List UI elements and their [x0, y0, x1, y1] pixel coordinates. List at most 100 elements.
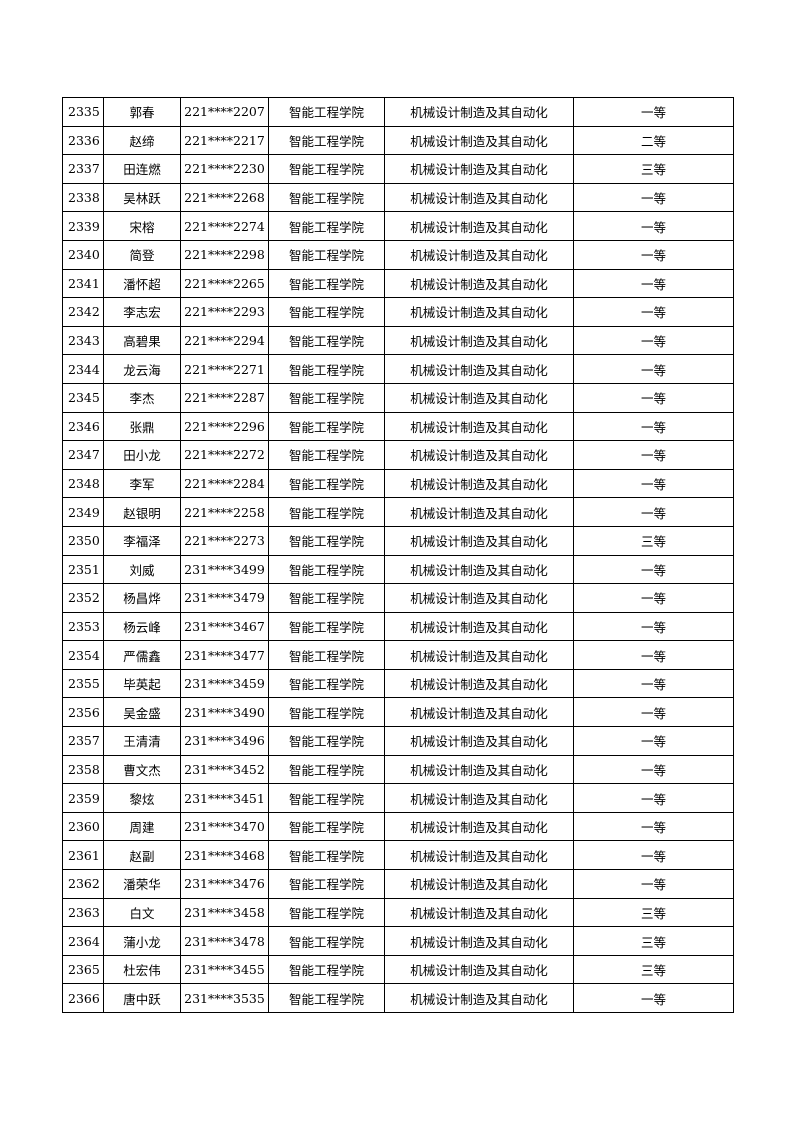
table-row: 2354 严儒鑫 231****3477 智能工程学院 机械设计制造及其自动化 一等	[62, 640, 734, 670]
table-row: 2341 潘怀超 221****2265 智能工程学院 机械设计制造及其自动化 一等	[62, 268, 734, 299]
college-cell: 智能工程学院	[268, 897, 385, 928]
major-cell: 机械设计制造及其自动化	[384, 554, 574, 585]
student-id-cell: 221****2268	[180, 182, 269, 213]
college-cell: 智能工程学院	[268, 497, 385, 527]
student-id-cell: 221****2258	[180, 497, 269, 527]
table-row: 2338 吴林跃 221****2268 智能工程学院 机械设计制造及其自动化 一等	[62, 182, 734, 213]
college-cell: 智能工程学院	[268, 440, 385, 470]
grade-cell: 一等	[573, 440, 734, 470]
seq-cell: 2357	[62, 726, 104, 756]
college-cell: 智能工程学院	[268, 211, 385, 241]
student-id-cell: 231****3459	[180, 668, 269, 699]
seq-cell: 2346	[62, 411, 104, 442]
seq-cell: 2341	[62, 268, 104, 299]
grade-cell: 一等	[573, 354, 734, 384]
grade-cell: 一等	[573, 697, 734, 728]
major-cell: 机械设计制造及其自动化	[384, 811, 574, 842]
major-cell: 机械设计制造及其自动化	[384, 954, 574, 985]
student-id-cell: 231****3476	[180, 869, 269, 899]
college-cell: 智能工程学院	[268, 983, 385, 1013]
grade-cell: 一等	[573, 811, 734, 842]
major-cell: 机械设计制造及其自动化	[384, 783, 574, 813]
table-row: 2343 高碧果 221****2294 智能工程学院 机械设计制造及其自动化 一等	[62, 325, 734, 356]
college-cell: 智能工程学院	[268, 97, 385, 127]
table-row: 2361 赵副 231****3468 智能工程学院 机械设计制造及其自动化 一等	[62, 840, 734, 871]
major-cell: 机械设计制造及其自动化	[384, 611, 574, 642]
seq-cell: 2340	[62, 239, 104, 270]
student-id-cell: 221****2294	[180, 325, 269, 356]
seq-cell: 2350	[62, 525, 104, 556]
college-cell: 智能工程学院	[268, 468, 385, 499]
name-cell: 高碧果	[103, 325, 181, 356]
major-cell: 机械设计制造及其自动化	[384, 382, 574, 413]
table-row: 2350 李福泽 221****2273 智能工程学院 机械设计制造及其自动化 三等	[62, 525, 734, 556]
table-row: 2364 蒲小龙 231****3478 智能工程学院 机械设计制造及其自动化 三等	[62, 926, 734, 956]
grade-cell: 三等	[573, 926, 734, 956]
name-cell: 田连燃	[103, 154, 181, 184]
grade-cell: 一等	[573, 411, 734, 442]
student-id-cell: 221****2207	[180, 97, 269, 127]
student-id-cell: 221****2265	[180, 268, 269, 299]
student-id-cell: 231****3478	[180, 926, 269, 956]
college-cell: 智能工程学院	[268, 182, 385, 213]
table-row: 2353 杨云峰 231****3467 智能工程学院 机械设计制造及其自动化 一等	[62, 611, 734, 642]
major-cell: 机械设计制造及其自动化	[384, 125, 574, 156]
major-cell: 机械设计制造及其自动化	[384, 697, 574, 728]
name-cell: 王清清	[103, 726, 181, 756]
name-cell: 田小龙	[103, 440, 181, 470]
seq-cell: 2359	[62, 783, 104, 813]
student-id-cell: 221****2272	[180, 440, 269, 470]
grade-cell: 一等	[573, 497, 734, 527]
student-id-cell: 231****3452	[180, 754, 269, 785]
name-cell: 赵副	[103, 840, 181, 871]
major-cell: 机械设计制造及其自动化	[384, 583, 574, 613]
major-cell: 机械设计制造及其自动化	[384, 211, 574, 241]
table-body: 2335 郭春 221****2207 智能工程学院 机械设计制造及其自动化 一等 2336…	[62, 97, 734, 1013]
grade-cell: 一等	[573, 783, 734, 813]
name-cell: 赵缔	[103, 125, 181, 156]
college-cell: 智能工程学院	[268, 239, 385, 270]
award-list-table: 2335 郭春 221****2207 智能工程学院 机械设计制造及其自动化 一等 2336…	[62, 97, 734, 1013]
table-row: 2349 赵银明 221****2258 智能工程学院 机械设计制造及其自动化 一等	[62, 497, 734, 527]
major-cell: 机械设计制造及其自动化	[384, 97, 574, 127]
grade-cell: 一等	[573, 668, 734, 699]
grade-cell: 三等	[573, 525, 734, 556]
grade-cell: 二等	[573, 125, 734, 156]
student-id-cell: 231****3479	[180, 583, 269, 613]
grade-cell: 一等	[573, 983, 734, 1013]
seq-cell: 2352	[62, 583, 104, 613]
seq-cell: 2338	[62, 182, 104, 213]
student-id-cell: 221****2273	[180, 525, 269, 556]
college-cell: 智能工程学院	[268, 354, 385, 384]
college-cell: 智能工程学院	[268, 926, 385, 956]
major-cell: 机械设计制造及其自动化	[384, 525, 574, 556]
college-cell: 智能工程学院	[268, 840, 385, 871]
major-cell: 机械设计制造及其自动化	[384, 840, 574, 871]
grade-cell: 一等	[573, 211, 734, 241]
major-cell: 机械设计制造及其自动化	[384, 325, 574, 356]
table-row: 2346 张鼎 221****2296 智能工程学院 机械设计制造及其自动化 一等	[62, 411, 734, 442]
seq-cell: 2355	[62, 668, 104, 699]
seq-cell: 2345	[62, 382, 104, 413]
student-id-cell: 231****3490	[180, 697, 269, 728]
name-cell: 龙云海	[103, 354, 181, 384]
major-cell: 机械设计制造及其自动化	[384, 869, 574, 899]
grade-cell: 一等	[573, 182, 734, 213]
grade-cell: 一等	[573, 97, 734, 127]
grade-cell: 一等	[573, 840, 734, 871]
name-cell: 白文	[103, 897, 181, 928]
college-cell: 智能工程学院	[268, 297, 385, 327]
table-row: 2357 王清清 231****3496 智能工程学院 机械设计制造及其自动化 一等	[62, 726, 734, 756]
seq-cell: 2337	[62, 154, 104, 184]
table-row: 2339 宋榕 221****2274 智能工程学院 机械设计制造及其自动化 一等	[62, 211, 734, 241]
major-cell: 机械设计制造及其自动化	[384, 497, 574, 527]
college-cell: 智能工程学院	[268, 554, 385, 585]
seq-cell: 2343	[62, 325, 104, 356]
grade-cell: 三等	[573, 154, 734, 184]
name-cell: 毕英起	[103, 668, 181, 699]
college-cell: 智能工程学院	[268, 525, 385, 556]
grade-cell: 一等	[573, 640, 734, 670]
table-row: 2345 李杰 221****2287 智能工程学院 机械设计制造及其自动化 一等	[62, 382, 734, 413]
seq-cell: 2366	[62, 983, 104, 1013]
student-id-cell: 231****3458	[180, 897, 269, 928]
